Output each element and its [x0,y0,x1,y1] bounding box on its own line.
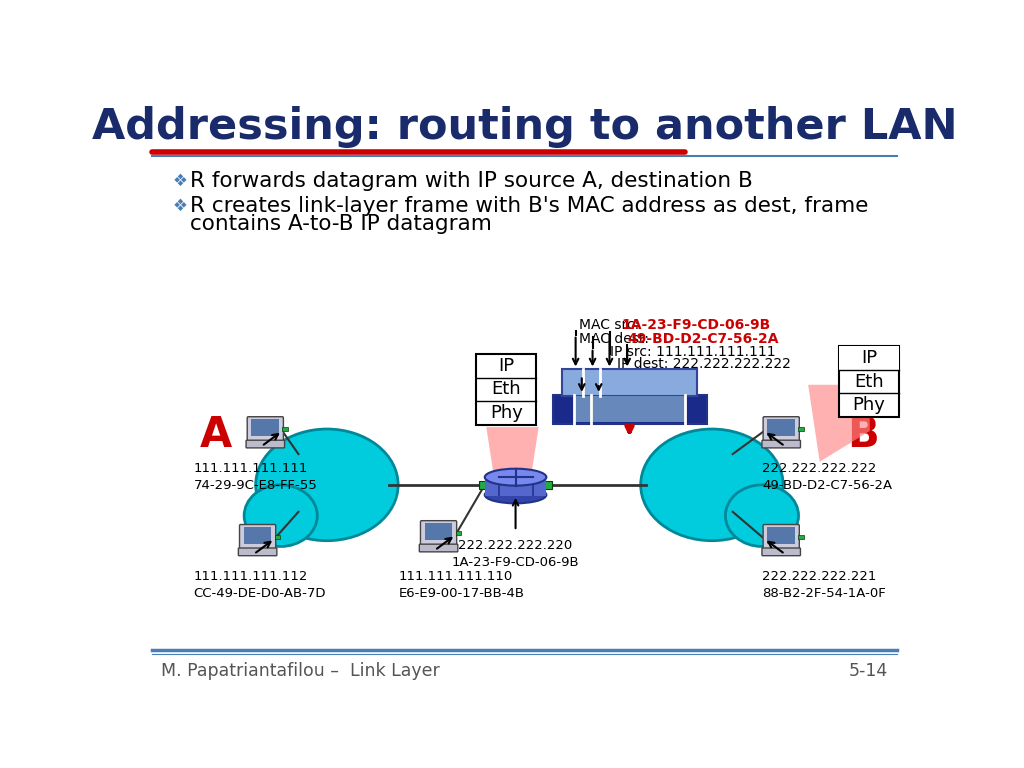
Bar [562,369,696,396]
Text: Eth: Eth [492,380,521,399]
Ellipse shape [256,429,398,541]
Text: R forwards datagram with IP source A, destination B: R forwards datagram with IP source A, de… [189,170,753,190]
Ellipse shape [725,485,799,547]
Text: 111.111.111.111
74-29-9C-E8-FF-55: 111.111.111.111 74-29-9C-E8-FF-55 [194,462,317,492]
FancyBboxPatch shape [246,440,285,448]
FancyBboxPatch shape [239,548,276,556]
Bar [425,523,453,541]
Bar [456,531,461,535]
Text: B: B [847,414,879,456]
Bar [574,396,686,422]
Text: 1A-23-F9-CD-06-9B: 1A-23-F9-CD-06-9B [622,318,771,332]
Bar [252,419,280,436]
Bar [839,346,899,370]
Text: IP: IP [499,357,514,375]
Bar [274,535,280,539]
Bar [767,419,795,436]
Text: Eth: Eth [854,372,884,391]
Text: A: A [200,414,232,456]
Text: IP src: 111.111.111.111: IP src: 111.111.111.111 [609,345,775,359]
Polygon shape [486,427,539,477]
Text: ❖: ❖ [173,197,187,215]
Text: ❖: ❖ [173,172,187,190]
Bar [479,481,490,488]
Text: Addressing: routing to another LAN: Addressing: routing to another LAN [92,106,957,147]
Ellipse shape [484,486,547,503]
Text: MAC dest:: MAC dest: [579,332,653,346]
Bar [767,527,795,545]
Text: IP dest: 222.222.222.222: IP dest: 222.222.222.222 [617,357,792,371]
Text: Phy: Phy [489,404,523,422]
Text: Phy: Phy [853,396,886,414]
Bar [484,477,547,495]
Text: 5-14: 5-14 [849,662,888,680]
Text: 111.111.111.110
E6-E9-00-17-BB-4B: 111.111.111.110 E6-E9-00-17-BB-4B [398,570,524,600]
FancyBboxPatch shape [240,525,275,550]
FancyBboxPatch shape [763,417,800,442]
Ellipse shape [244,485,317,547]
Text: MAC src:: MAC src: [579,318,643,332]
Text: 222.222.222.220
1A-23-F9-CD-06-9B: 222.222.222.220 1A-23-F9-CD-06-9B [452,539,580,569]
Text: R creates link-layer frame with B's MAC address as dest, frame: R creates link-layer frame with B's MAC … [189,196,868,216]
Bar [798,427,804,431]
Bar [476,354,537,425]
FancyBboxPatch shape [762,440,801,448]
Bar [839,346,899,417]
Text: 222.222.222.221
88-B2-2F-54-1A-0F: 222.222.222.221 88-B2-2F-54-1A-0F [762,570,886,600]
Polygon shape [808,385,869,462]
Bar [244,527,271,545]
Ellipse shape [641,429,783,541]
Bar [553,395,707,424]
Ellipse shape [484,468,547,485]
Text: 49-BD-D2-C7-56-2A: 49-BD-D2-C7-56-2A [628,332,778,346]
FancyBboxPatch shape [763,525,800,550]
FancyBboxPatch shape [421,521,457,546]
FancyBboxPatch shape [762,548,801,556]
Text: M. Papatriantafilou –  Link Layer: M. Papatriantafilou – Link Layer [162,662,440,680]
Bar [798,535,804,539]
Bar [283,427,288,431]
Text: 222.222.222.222
49-BD-D2-C7-56-2A: 222.222.222.222 49-BD-D2-C7-56-2A [762,462,892,492]
FancyBboxPatch shape [247,417,284,442]
Text: IP: IP [861,349,877,367]
Bar [541,481,552,488]
Text: contains A-to-B IP datagram: contains A-to-B IP datagram [189,214,492,233]
Text: 111.111.111.112
CC-49-DE-D0-AB-7D: 111.111.111.112 CC-49-DE-D0-AB-7D [194,570,327,600]
FancyBboxPatch shape [419,545,458,552]
